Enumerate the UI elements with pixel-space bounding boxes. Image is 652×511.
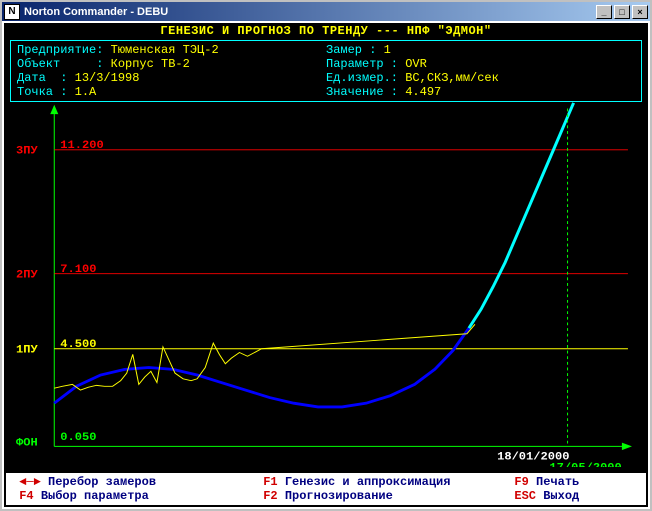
meta-panel: Предприятие: Тюменская ТЭЦ-2 Объект : Ко… (10, 40, 642, 102)
unit-label: Ед.измер.: (326, 71, 398, 85)
object-label: Объект : (17, 57, 103, 71)
svg-text:11.200: 11.200 (60, 138, 103, 152)
param-value: OVR (405, 57, 427, 71)
value-label: Значение : (326, 85, 398, 99)
close-button[interactable]: × (632, 5, 648, 19)
svg-text:7.100: 7.100 (60, 262, 96, 276)
footer-row-2: F4 Выбор параметра F2 Прогнозирование ES… (12, 489, 640, 503)
object-value: Корпус ТВ-2 (111, 57, 190, 71)
ft-param: Выбор параметра (41, 489, 149, 503)
measno-label: Замер : (326, 43, 376, 57)
fk-arrows: ◄─► (12, 475, 48, 489)
unit-value: ВС,СКЗ,мм/сек (405, 71, 499, 85)
meta-col-right: Замер : 1 Параметр : OVR Ед.измер.: ВС,С… (326, 43, 635, 99)
maximize-button[interactable]: □ (614, 5, 630, 19)
fk-f2: F2 (263, 489, 285, 503)
point-label: Точка : (17, 85, 67, 99)
app-window: N Norton Commander - DEBU _ □ × ГЕНЕЗИС … (0, 0, 652, 511)
svg-text:ФОН: ФОН (16, 436, 38, 450)
enterprise-value: Тюменская ТЭЦ-2 (111, 43, 219, 57)
chart-svg: 3ПУ11.2002ПУ7.1001ПУ4.500ФОН0.05018/01/2… (14, 101, 638, 467)
app-icon: N (4, 4, 20, 20)
ft-print: Печать (536, 475, 579, 489)
svg-text:3ПУ: 3ПУ (16, 144, 38, 158)
titlebar: N Norton Commander - DEBU _ □ × (2, 2, 650, 21)
measno-value: 1 (384, 43, 391, 57)
fk-f9: F9 (514, 475, 536, 489)
ft-exit: Выход (543, 489, 579, 503)
date-label: Дата : (17, 71, 67, 85)
page-title: ГЕНЕЗИС И ПРОГНОЗ ПО ТРЕНДУ --- НПФ "ЭДМ… (4, 23, 648, 40)
value-value: 4.497 (405, 85, 441, 99)
footer-row-1: ◄─► Перебор замеров F1 Генезис и аппрокс… (12, 475, 640, 489)
ft-genesis: Генезис и аппроксимация (285, 475, 451, 489)
footer-help: ◄─► Перебор замеров F1 Генезис и аппрокс… (6, 473, 646, 505)
window-title: Norton Commander - DEBU (24, 6, 168, 18)
meta-col-left: Предприятие: Тюменская ТЭЦ-2 Объект : Ко… (17, 43, 326, 99)
enterprise-label: Предприятие: (17, 43, 103, 57)
svg-text:2ПУ: 2ПУ (16, 268, 38, 282)
ft-forecast: Прогнозирование (285, 489, 393, 503)
date-value: 13/3/1998 (75, 71, 140, 85)
fk-f1: F1 (263, 475, 285, 489)
chart-area: 3ПУ11.2002ПУ7.1001ПУ4.500ФОН0.05018/01/2… (14, 101, 638, 467)
svg-text:0.050: 0.050 (60, 430, 96, 444)
fk-f4: F4 (12, 489, 41, 503)
point-value: 1.A (75, 85, 97, 99)
param-label: Параметр : (326, 57, 398, 71)
svg-text:4.500: 4.500 (60, 337, 96, 351)
fk-esc: ESC (514, 489, 543, 503)
svg-text:1ПУ: 1ПУ (16, 343, 38, 357)
ft-browse: Перебор замеров (48, 475, 156, 489)
content-area: ГЕНЕЗИС И ПРОГНОЗ ПО ТРЕНДУ --- НПФ "ЭДМ… (2, 21, 650, 509)
minimize-button[interactable]: _ (596, 5, 612, 19)
svg-text:17/05/2000: 17/05/2000 (549, 461, 621, 467)
